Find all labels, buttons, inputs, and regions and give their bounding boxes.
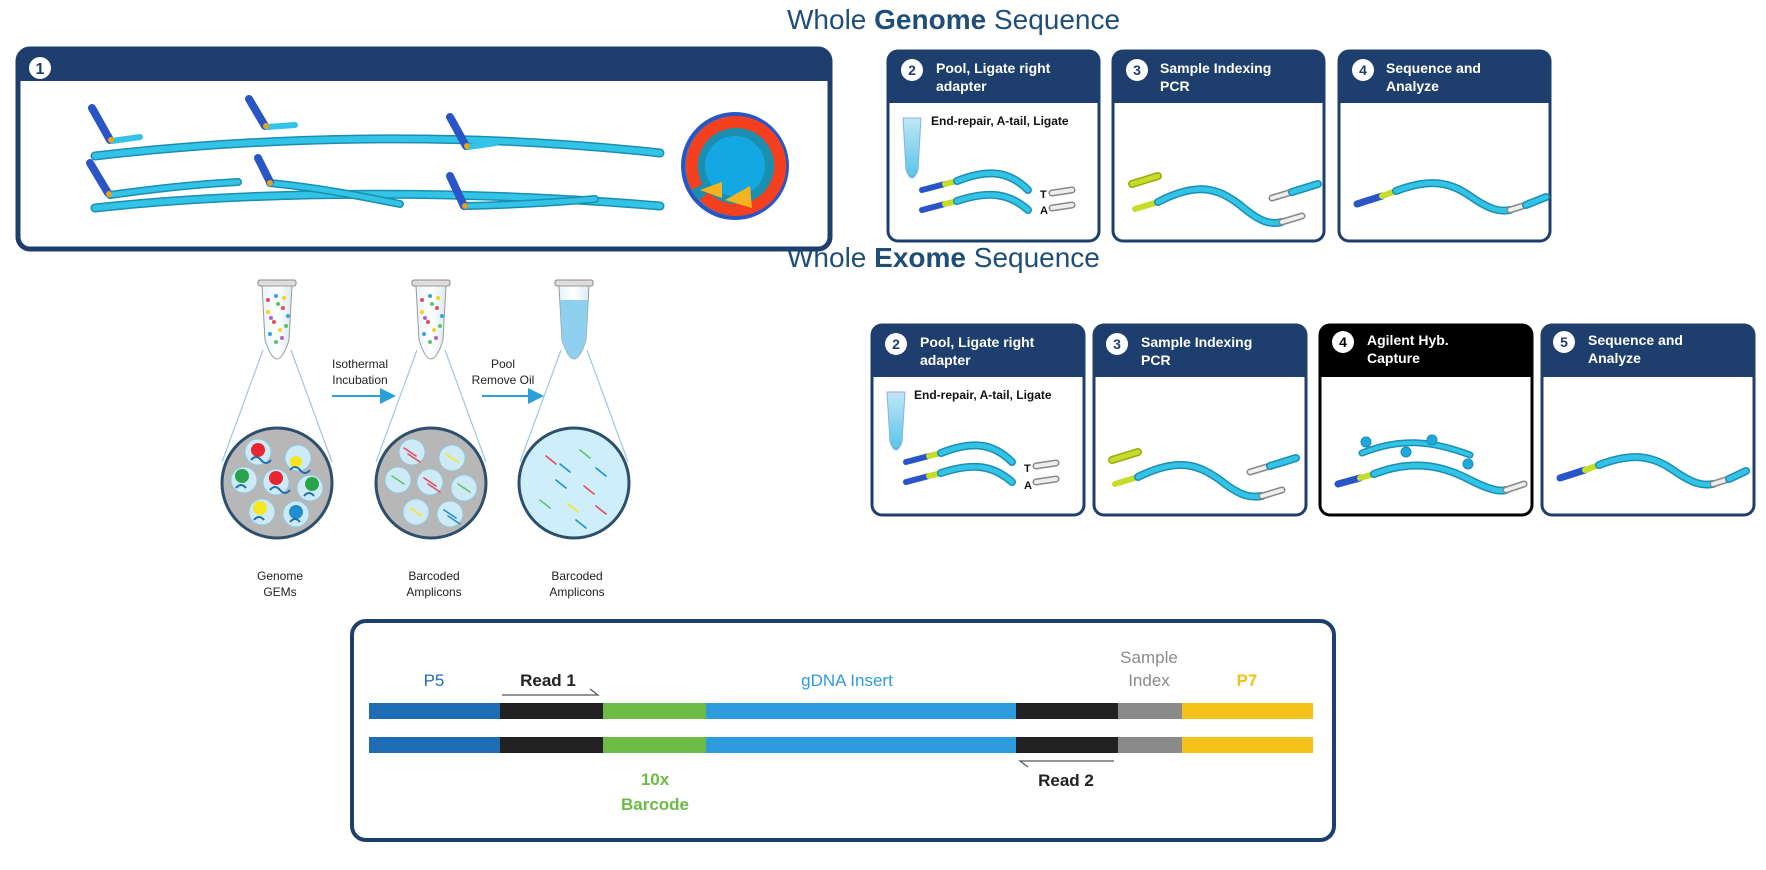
wes-step-2: 2 Pool, Ligate right adapter End-repair,…	[870, 323, 1086, 517]
wgs-step-3: 3 Sample Indexing PCR	[1111, 49, 1326, 243]
t-label: T	[1024, 463, 1031, 475]
p5-segment	[369, 703, 500, 719]
wes-step-3: 3 Sample Indexing PCR	[1092, 323, 1308, 517]
read1-arrow	[502, 688, 600, 696]
pooled-label: Barcoded	[551, 569, 602, 583]
step-title: Agilent Hyb.	[1367, 332, 1449, 348]
insert-segment	[706, 703, 1016, 719]
t-label: T	[1040, 189, 1047, 201]
p7-segment	[1182, 737, 1313, 753]
wes-step-4: 4 Agilent Hyb. Capture	[1318, 323, 1534, 517]
a-label: A	[1024, 480, 1032, 492]
pool-label: Pool	[491, 357, 515, 371]
primer	[254, 154, 274, 186]
step1-number-badge	[29, 57, 51, 79]
step-title: PCR	[1141, 352, 1171, 368]
primer	[86, 159, 112, 197]
step-number: 4	[1359, 62, 1367, 78]
pooled-label: Amplicons	[549, 585, 604, 599]
incubation-label: Incubation	[332, 373, 387, 387]
tube-icon	[554, 279, 594, 360]
tube-icon	[257, 279, 297, 360]
step-number: 4	[1339, 334, 1347, 350]
gem-droplets-circle	[220, 426, 334, 540]
p5-segment	[369, 737, 500, 753]
step-title: PCR	[1160, 78, 1190, 94]
sample-index-label: Index	[1128, 671, 1170, 690]
gems-label: GEMs	[263, 585, 296, 599]
step-number: 3	[1113, 336, 1121, 352]
remove-oil-label: Remove Oil	[472, 373, 535, 387]
wgs-step-2: 2 Pool, Ligate right adapter End-repair,…	[886, 49, 1101, 243]
read2-segment	[1016, 737, 1118, 753]
step-number: 2	[892, 336, 900, 352]
barcode-segment	[603, 703, 706, 719]
tube-icon	[411, 279, 451, 360]
sample-index-label: Sample	[1120, 648, 1178, 667]
primer	[245, 95, 298, 130]
isothermal-label: Isothermal	[332, 357, 388, 371]
step-title: adapter	[920, 352, 971, 368]
polymerase-icon	[681, 112, 789, 220]
read2-arrow	[1018, 760, 1114, 768]
step-title: Analyze	[1588, 350, 1641, 366]
step-title: Capture	[1367, 350, 1420, 366]
pooled-amplicons-circle	[517, 426, 631, 540]
read2-label: Read 2	[1038, 771, 1094, 790]
step-caption: End-repair, A-tail, Ligate	[914, 388, 1052, 402]
tube-icon	[902, 117, 922, 179]
step-title: Sample Indexing	[1160, 60, 1271, 76]
step-title: Analyze	[1386, 78, 1439, 94]
read1-segment	[500, 737, 603, 753]
step-title: Sequence and	[1588, 332, 1683, 348]
primer	[446, 113, 499, 150]
primer	[88, 104, 143, 144]
barcode-segment	[603, 737, 706, 753]
amplicons-label: Amplicons	[406, 585, 461, 599]
insert-segment	[706, 737, 1016, 753]
p5-label: P5	[424, 671, 445, 690]
step-caption: End-repair, A-tail, Ligate	[931, 114, 1069, 128]
wgs-step-4: 4 Sequence and Analyze	[1337, 49, 1552, 243]
insert-label: gDNA Insert	[801, 671, 893, 690]
read1-label: Read 1	[520, 671, 576, 690]
read2-segment	[1016, 703, 1118, 719]
step-number: 2	[908, 62, 916, 78]
step-number: 3	[1133, 62, 1141, 78]
step-title: Pool, Ligate right	[936, 60, 1051, 76]
gems-label: Genome	[257, 569, 303, 583]
library-construct-panel: P5 Read 1 gDNA Insert Sample Index P7 10…	[350, 619, 1336, 842]
gems-section: Isothermal Incubation Pool Remove Oil Ge…	[220, 279, 631, 599]
wgs-title: Whole Genome Sequence	[787, 4, 1121, 35]
barcode-label: Barcode	[621, 795, 689, 814]
step-title: Sample Indexing	[1141, 334, 1252, 350]
p7-label: P7	[1237, 671, 1258, 690]
step-title: Sequence and	[1386, 60, 1481, 76]
p7-segment	[1182, 703, 1313, 719]
sample-index-segment	[1118, 703, 1182, 719]
step1-panel: 1	[15, 46, 833, 252]
tube-icon	[886, 391, 906, 451]
amplicons-label: Barcoded	[408, 569, 459, 583]
step-number: 5	[1560, 334, 1568, 350]
step-title: Pool, Ligate right	[920, 334, 1035, 350]
primer	[446, 172, 468, 210]
sample-index-segment	[1118, 737, 1182, 753]
step-title: adapter	[936, 78, 987, 94]
a-label: A	[1040, 205, 1048, 217]
wes-step-5: 5 Sequence and Analyze	[1540, 323, 1756, 517]
step1-number: 1	[36, 61, 45, 78]
read1-segment	[500, 703, 603, 719]
barcode-label: 10x	[641, 770, 670, 789]
barcoded-droplets-circle	[374, 426, 488, 540]
